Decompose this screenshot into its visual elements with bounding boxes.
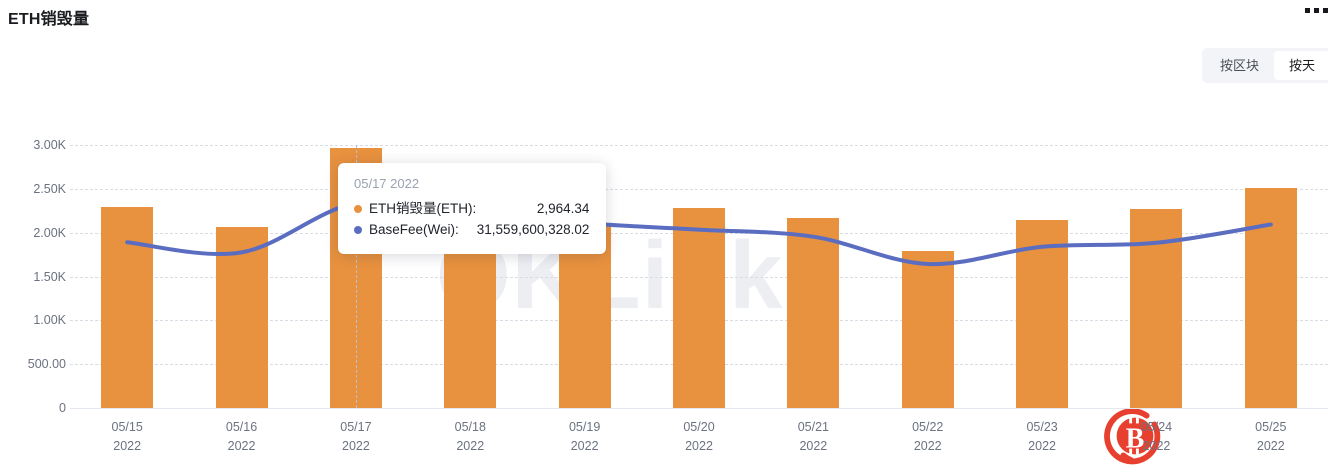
x-axis-tick-label: 05/15 2022 xyxy=(70,418,184,456)
bitcoin-logo-icon: B xyxy=(1104,408,1161,465)
bar[interactable] xyxy=(1130,208,1183,408)
chart-tooltip: 05/17 2022 ETH销毁量(ETH): 2,964.34 BaseFee… xyxy=(338,163,607,254)
x-tick-date: 05/16 xyxy=(225,420,258,434)
bar[interactable] xyxy=(1244,187,1297,408)
x-tick-date: 05/17 xyxy=(340,420,372,434)
x-tick-year: 2022 xyxy=(1028,439,1056,453)
tooltip-row-eth: ETH销毁量(ETH): 2,964.34 xyxy=(354,198,589,219)
series-dot-basefee xyxy=(354,225,362,234)
x-axis-tick-label: 05/19 2022 xyxy=(528,418,642,456)
x-tick-year: 2022 xyxy=(456,439,485,453)
x-tick-date: 05/21 xyxy=(797,420,829,434)
x-axis-tick-label: 05/20 2022 xyxy=(642,418,756,456)
x-axis-tick-label: 05/17 2022 xyxy=(299,418,413,456)
page-title: ETH销毁量 xyxy=(8,11,90,28)
x-tick-date: 05/24 xyxy=(1140,420,1173,434)
gridline xyxy=(70,145,1328,146)
y-axis-tick-label: 2.00K xyxy=(33,225,66,240)
x-tick-date: 05/20 xyxy=(683,420,715,434)
bar[interactable] xyxy=(215,226,268,408)
y-axis-tick-label: 2.50K xyxy=(33,181,66,196)
x-axis-tick-label: 05/24 2022 xyxy=(1099,418,1213,456)
tooltip-row-basefee: BaseFee(Wei): 31,559,600,328.02 xyxy=(354,219,589,240)
tooltip-label-eth: ETH销毁量(ETH): xyxy=(369,201,477,216)
series-dot-eth xyxy=(354,204,362,213)
x-tick-date: 05/22 xyxy=(912,420,944,434)
bar[interactable] xyxy=(101,207,154,408)
tooltip-date: 05/17 2022 xyxy=(354,176,420,191)
tooltip-value-eth: 2,964.34 xyxy=(536,201,590,216)
x-tick-date: 05/23 xyxy=(1026,420,1058,434)
y-axis-tick-label: 500.00 xyxy=(27,357,66,372)
x-tick-year: 2022 xyxy=(799,439,828,453)
x-tick-year: 2022 xyxy=(227,439,256,453)
toggle-by-day[interactable]: 按天 xyxy=(1273,51,1328,80)
x-tick-year: 2022 xyxy=(913,439,942,453)
x-tick-year: 2022 xyxy=(685,439,713,453)
bar[interactable] xyxy=(1016,219,1069,408)
x-axis-tick-label: 05/22 2022 xyxy=(871,418,985,456)
x-axis-tick-label: 05/25 2022 xyxy=(1214,418,1328,456)
gridline xyxy=(70,188,1328,190)
bar[interactable] xyxy=(901,251,954,408)
gridline xyxy=(70,408,1328,409)
x-tick-year: 2022 xyxy=(1256,439,1285,453)
svg-text:B: B xyxy=(1126,424,1145,455)
x-tick-year: 2022 xyxy=(570,439,599,453)
x-tick-year: 2022 xyxy=(1142,439,1171,453)
x-tick-date: 05/25 xyxy=(1255,420,1287,434)
y-axis-tick-label: 1.00K xyxy=(33,313,66,328)
toggle-by-block[interactable]: 按区块 xyxy=(1205,51,1274,80)
x-tick-year: 2022 xyxy=(342,439,370,453)
tooltip-label-basefee: BaseFee(Wei): xyxy=(369,222,459,237)
x-axis-tick-label: 05/23 2022 xyxy=(985,418,1099,456)
x-tick-date: 05/19 xyxy=(568,420,601,434)
bar[interactable] xyxy=(673,207,725,408)
granularity-toggle[interactable]: 按区块 按天 xyxy=(1201,48,1328,83)
x-axis-tick-label: 05/18 2022 xyxy=(413,418,527,456)
tooltip-value-basefee: 31,559,600,328.02 xyxy=(476,222,590,237)
bar[interactable] xyxy=(787,218,840,408)
x-tick-year: 2022 xyxy=(113,439,142,453)
y-axis-tick-label: 0 xyxy=(59,401,66,415)
more-options-icon[interactable] xyxy=(1305,8,1328,13)
x-tick-date: 05/15 xyxy=(111,420,143,434)
x-axis-tick-label: 05/21 2022 xyxy=(756,418,870,456)
y-axis-tick-label: 3.00K xyxy=(33,138,66,152)
x-axis-tick-label: 05/16 2022 xyxy=(185,418,299,456)
hover-cursor-line xyxy=(355,145,357,408)
y-axis-tick-label: 1.50K xyxy=(33,269,66,284)
x-tick-date: 05/18 xyxy=(454,420,486,434)
